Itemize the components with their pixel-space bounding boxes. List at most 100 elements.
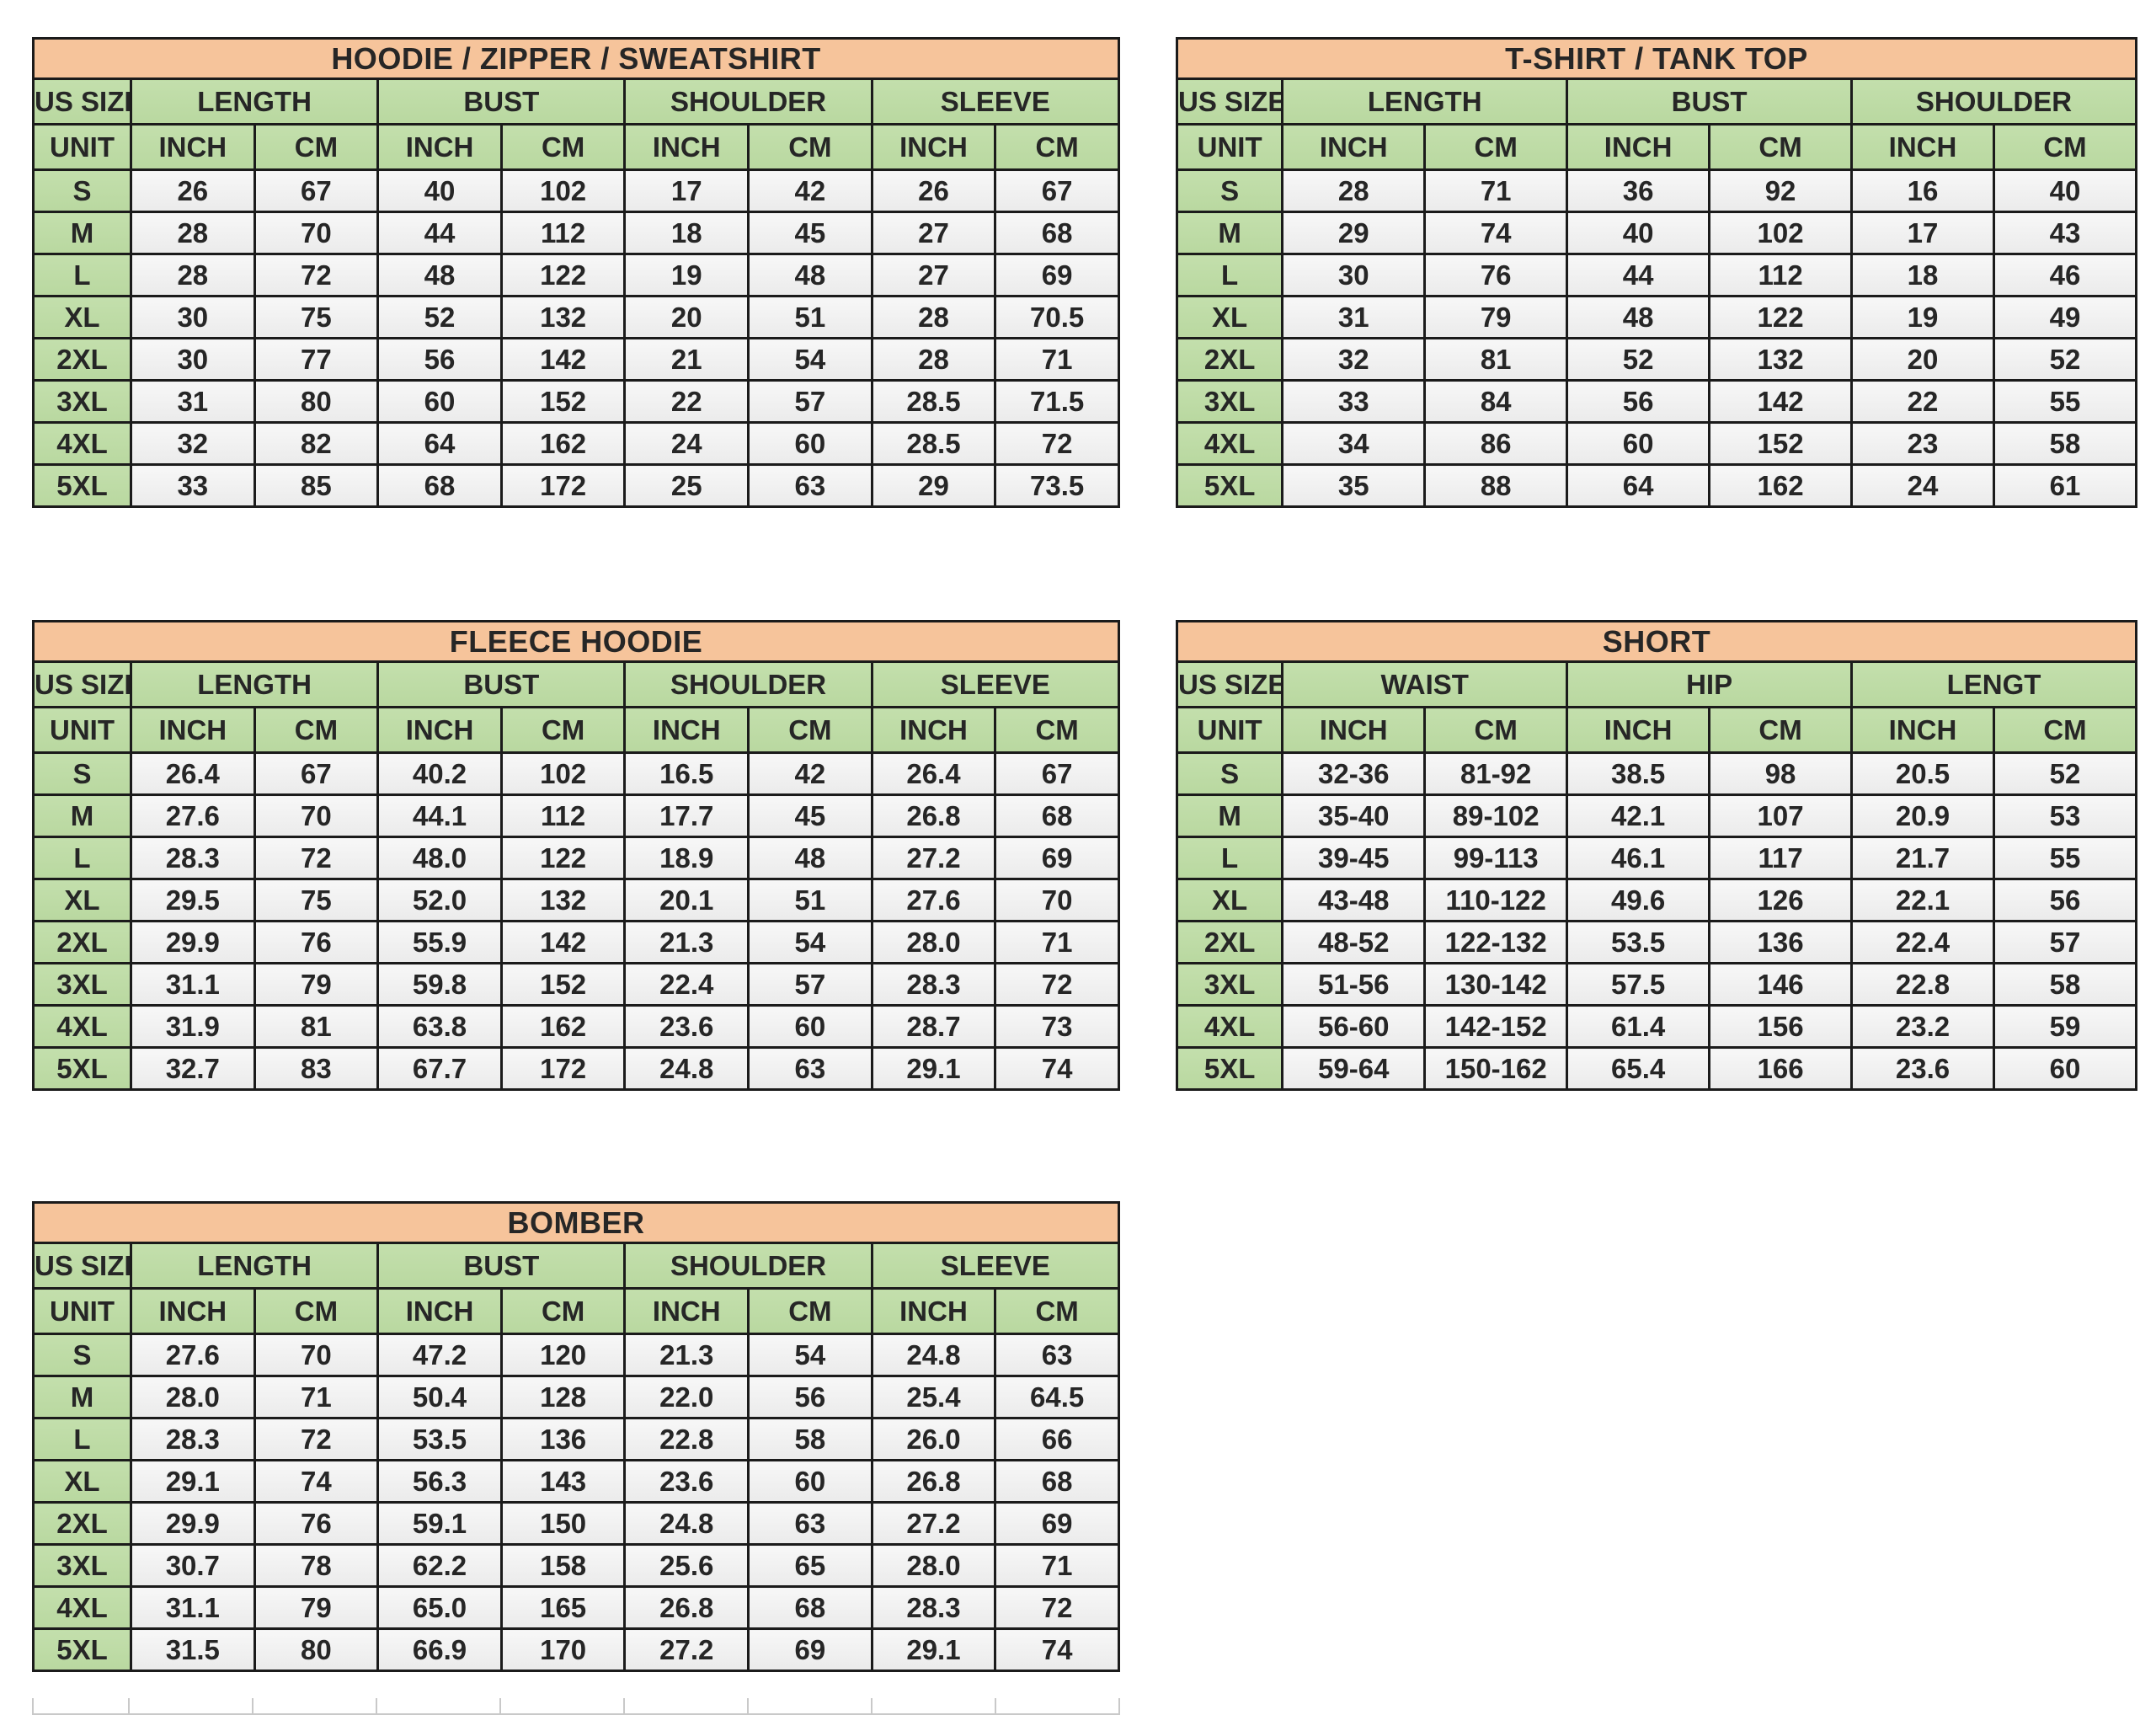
measure-group-header: BUST	[1566, 77, 1854, 126]
size-row: 4XL 32 82 64 162 24 60 28.5 72	[32, 421, 1120, 466]
value-cell: 43-48	[1281, 878, 1427, 922]
size-row: XL 29.5 75 52.0 132 20.1 51 27.6 70	[32, 878, 1120, 922]
measure-group-header: SLEEVE	[870, 77, 1121, 126]
size-row: 3XL 33 84 56 142 22 55	[1175, 379, 2138, 424]
size-table-tshirt-tank-top: T-SHIRT / TANK TOP US SIZE LENGTH BUST SHOUL…	[1175, 37, 2138, 508]
value-cell: 162	[499, 421, 627, 466]
value-cell: 42.1	[1566, 793, 1711, 838]
value-cell: 136	[1708, 920, 1854, 964]
size-table-short: SHORT US SIZE WAIST HIP LENGT UNIT INCH CM INCH C…	[1175, 620, 2138, 1091]
unit-col-header: INCH	[376, 706, 503, 754]
value-cell: 27.6	[130, 793, 256, 838]
value-cell: 112	[1708, 253, 1854, 297]
size-row: 3XL 51-56 130-142 57.5 146 22.8 58	[1175, 962, 2138, 1007]
value-cell: 56	[376, 337, 503, 382]
unit-col-header: CM	[1708, 706, 1854, 754]
value-cell: 98	[1708, 751, 1854, 796]
value-cell: 74	[253, 1459, 380, 1504]
value-cell: 61.4	[1566, 1004, 1711, 1049]
us-size-header: US SIZE	[32, 77, 132, 126]
unit-header: UNIT	[32, 706, 132, 754]
value-cell: 61	[1992, 463, 2138, 508]
unit-col-header: INCH	[623, 706, 750, 754]
value-cell: 68	[376, 463, 503, 508]
value-cell: 39-45	[1281, 836, 1427, 880]
value-cell: 83	[253, 1046, 380, 1091]
value-cell: 29.1	[870, 1627, 997, 1672]
measure-group-header: LENGTH	[1281, 77, 1569, 126]
size-cell: XL	[32, 878, 132, 922]
value-cell: 54	[747, 920, 873, 964]
unit-col-header: INCH	[376, 1287, 503, 1335]
size-cell: 4XL	[32, 1585, 132, 1630]
leftover-gridline-cell	[130, 1698, 253, 1715]
value-cell: 22	[1850, 379, 1995, 424]
us-size-header: US SIZE	[1175, 77, 1284, 126]
size-cell: 2XL	[32, 1501, 132, 1546]
value-cell: 28.5	[870, 379, 997, 424]
value-cell: 22.0	[623, 1375, 750, 1419]
size-cell: 2XL	[1175, 337, 1284, 382]
value-cell: 72	[994, 962, 1120, 1007]
value-cell: 77	[253, 337, 380, 382]
size-cell: S	[32, 1333, 132, 1377]
value-cell: 23.6	[623, 1004, 750, 1049]
value-cell: 80	[253, 1627, 380, 1672]
value-cell: 63	[747, 1501, 873, 1546]
value-cell: 110-122	[1423, 878, 1569, 922]
value-cell: 122	[499, 836, 627, 880]
value-cell: 52	[1992, 337, 2138, 382]
value-cell: 56	[1992, 878, 2138, 922]
value-cell: 75	[253, 295, 380, 339]
size-row: S 26.4 67 40.2 102 16.5 42 26.4 67	[32, 751, 1120, 796]
table-title: SHORT	[1176, 620, 2137, 663]
value-cell: 16.5	[623, 751, 750, 796]
size-cell: 4XL	[1175, 1004, 1284, 1049]
value-cell: 40	[376, 168, 503, 213]
value-cell: 31	[1281, 295, 1427, 339]
value-cell: 162	[499, 1004, 627, 1049]
value-cell: 28	[870, 295, 997, 339]
size-cell: XL	[32, 1459, 132, 1504]
value-cell: 88	[1423, 463, 1569, 508]
group-header-row: US SIZELENGTHBUSTSHOULDERSLEEVE	[32, 1242, 1121, 1290]
value-cell: 29	[1281, 211, 1427, 255]
value-cell: 20.5	[1850, 751, 1995, 796]
size-cell: S	[32, 751, 132, 796]
value-cell: 21.3	[623, 920, 750, 964]
value-cell: 54	[747, 1333, 873, 1377]
measure-group-header: SHOULDER	[623, 77, 873, 126]
value-cell: 20.1	[623, 878, 750, 922]
value-cell: 59	[1992, 1004, 2138, 1049]
size-row: XL 43-48 110-122 49.6 126 22.1 56	[1175, 878, 2138, 922]
value-cell: 76	[253, 1501, 380, 1546]
value-cell: 44	[1566, 253, 1711, 297]
value-cell: 57	[747, 379, 873, 424]
unit-col-header: CM	[499, 1287, 627, 1335]
value-cell: 69	[747, 1627, 873, 1672]
value-cell: 28	[130, 253, 256, 297]
value-cell: 60	[747, 421, 873, 466]
value-cell: 22.4	[1850, 920, 1995, 964]
value-cell: 102	[499, 751, 627, 796]
value-cell: 31.1	[130, 962, 256, 1007]
value-cell: 52	[1566, 337, 1711, 382]
unit-col-header: INCH	[1850, 123, 1995, 171]
value-cell: 89-102	[1423, 793, 1569, 838]
size-cell: 3XL	[32, 1543, 132, 1588]
value-cell: 23.6	[623, 1459, 750, 1504]
value-cell: 40	[1566, 211, 1711, 255]
size-row: 4XL 31.9 81 63.8 162 23.6 60 28.7 73	[32, 1004, 1120, 1049]
value-cell: 81-92	[1423, 751, 1569, 796]
value-cell: 56.3	[376, 1459, 503, 1504]
value-cell: 74	[994, 1046, 1120, 1091]
value-cell: 142-152	[1423, 1004, 1569, 1049]
value-cell: 59.8	[376, 962, 503, 1007]
unit-header-row: UNIT INCH CM INCH CM INCH CM INCH CM	[32, 1287, 1120, 1335]
size-row: M 28 70 44 112 18 45 27 68	[32, 211, 1120, 255]
value-cell: 70.5	[994, 295, 1120, 339]
size-cell: S	[1175, 168, 1284, 213]
size-row: S 26 67 40 102 17 42 26 67	[32, 168, 1120, 213]
measure-group-header: LENGTH	[129, 660, 380, 708]
